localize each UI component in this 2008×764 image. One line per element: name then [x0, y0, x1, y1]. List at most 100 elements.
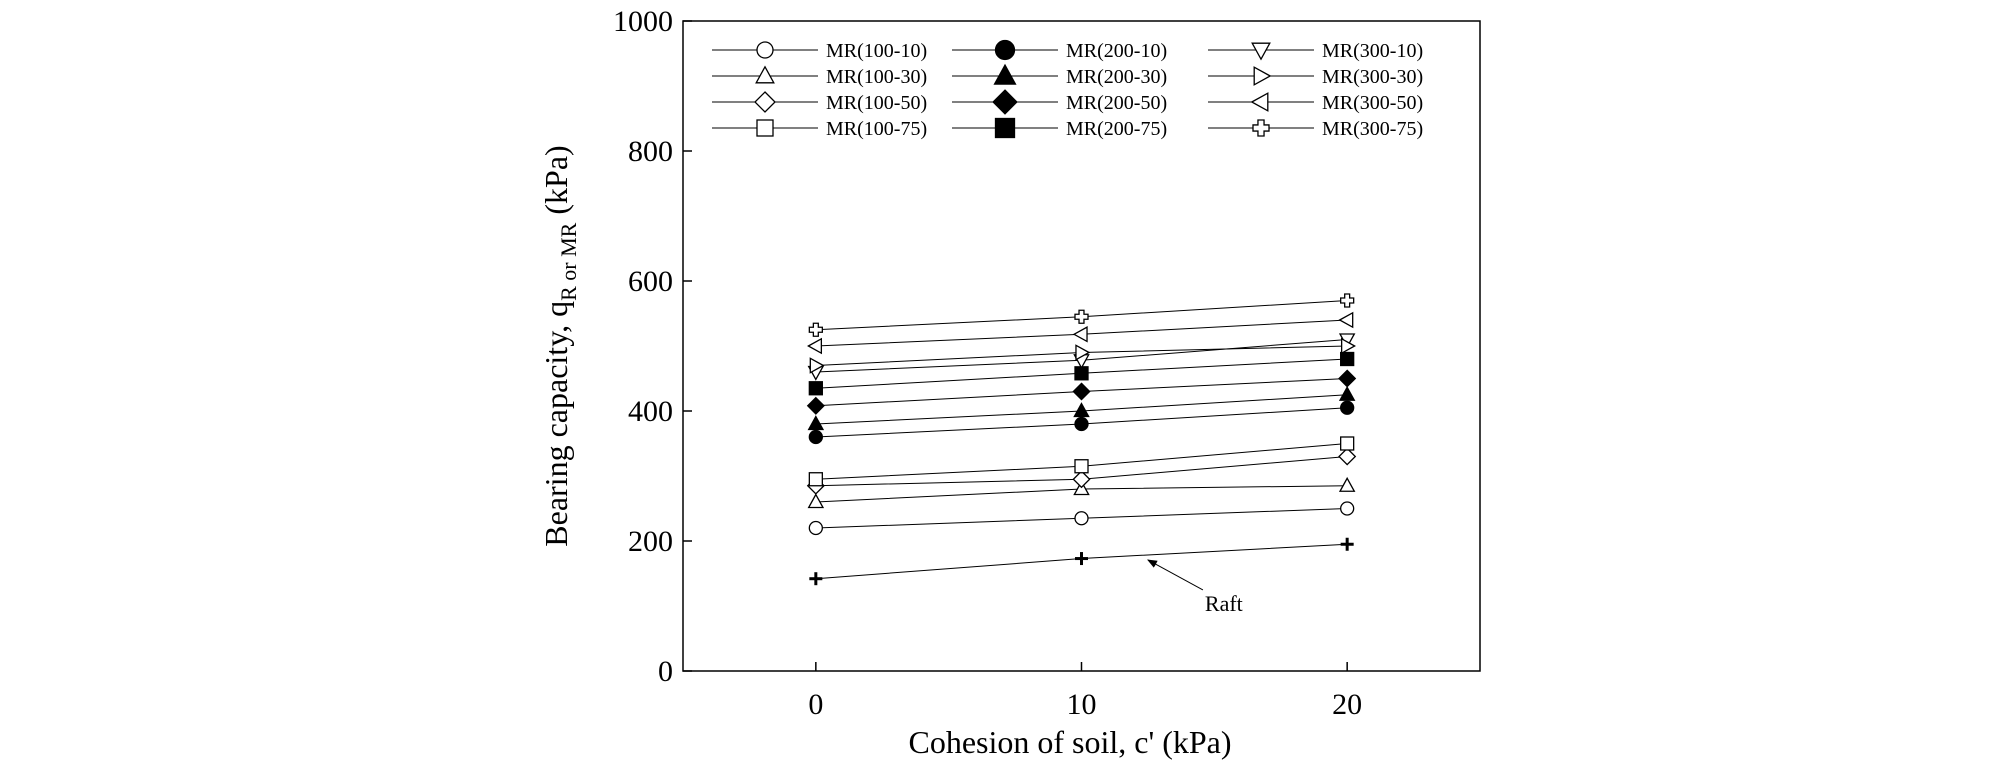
annotation-arrow [1147, 559, 1204, 591]
data-point [1074, 309, 1089, 324]
legend-label: MR(300-10) [1322, 40, 1423, 62]
legend-label: MR(300-30) [1322, 66, 1423, 88]
legend-label: MR(300-50) [1322, 92, 1423, 114]
y-axis-label-subscript: R or MR [556, 222, 581, 301]
data-point [1072, 382, 1091, 401]
legend-entry: MR(200-75) [952, 117, 1167, 140]
data-point [808, 472, 823, 487]
ticks: 0 200 400 600 800 1000 0 10 20 [613, 5, 1362, 721]
data-point [809, 357, 825, 374]
data-point [1340, 501, 1355, 516]
data-point [808, 429, 823, 445]
data-point [1074, 416, 1089, 432]
legend-marker [756, 119, 774, 137]
legend-label: MR(100-50) [826, 92, 927, 114]
legend: MR(100-10) MR(100-30) MR(100-50) MR(100-75)… [712, 39, 1423, 140]
data-point [1075, 344, 1091, 361]
legend-label: MR(200-30) [1066, 66, 1167, 88]
y-tick-label: 600 [628, 265, 673, 298]
legend-label: MR(300-75) [1322, 118, 1423, 140]
legend-label: MR(100-10) [826, 40, 927, 62]
legend-label: MR(100-75) [826, 118, 927, 140]
legend-entry: MR(100-50) [712, 91, 927, 114]
data-point [1072, 326, 1088, 343]
legend-entry: MR(300-10) [1208, 40, 1423, 62]
y-tick-label: 800 [628, 135, 673, 168]
legend-label: MR(100-30) [826, 66, 927, 88]
legend-marker [1250, 92, 1269, 112]
data-point [806, 396, 825, 415]
legend-marker [993, 63, 1017, 85]
data-point [807, 493, 825, 509]
data-point [808, 322, 823, 337]
legend-entry: MR(200-10) [952, 39, 1167, 62]
data-point [1072, 470, 1091, 489]
series-layer [806, 293, 1357, 586]
legend-entry: MR(200-30) [952, 63, 1167, 88]
legend-entry: MR(300-50) [1208, 92, 1423, 114]
x-tick-label: 0 [808, 688, 823, 721]
legend-marker [1252, 119, 1270, 137]
legend-label: MR(200-10) [1066, 40, 1167, 62]
x-tick-label: 20 [1332, 688, 1362, 721]
y-axis-label-main: Bearing capacity, q [538, 301, 574, 547]
legend-entry: MR(300-75) [1208, 118, 1423, 140]
legend-entry: MR(300-30) [1208, 66, 1423, 88]
data-point [808, 520, 823, 536]
legend-label: MR(200-75) [1066, 118, 1167, 140]
legend-marker [1253, 66, 1272, 86]
data-point [1338, 447, 1357, 466]
data-point [1340, 436, 1355, 451]
data-point [1075, 552, 1088, 566]
series-6 [806, 369, 1357, 415]
x-axis-label: Cohesion of soil, c' (kPa) [908, 724, 1231, 760]
data-point [807, 415, 825, 431]
series-9 [809, 337, 1356, 374]
y-tick-label: 200 [628, 525, 673, 558]
data-point [1338, 369, 1357, 388]
legend-entry: MR(200-50) [952, 89, 1167, 115]
y-tick-label: 0 [658, 655, 673, 688]
series-10 [807, 311, 1354, 355]
data-point [1338, 476, 1356, 492]
legend-marker [1251, 42, 1271, 61]
annotations: Raft [1147, 559, 1243, 616]
legend-entry: MR(100-10) [712, 40, 927, 62]
data-point [1074, 511, 1089, 526]
legend-entry: MR(100-75) [712, 118, 927, 140]
series-7 [808, 351, 1355, 396]
data-point [1338, 385, 1356, 401]
legend-marker [754, 91, 776, 113]
data-point [1340, 337, 1356, 355]
annotation-raft: Raft [1205, 591, 1243, 616]
legend-marker [992, 89, 1018, 115]
series-3 [808, 436, 1355, 487]
series-4 [808, 400, 1355, 445]
series-1 [807, 476, 1356, 509]
data-point [808, 381, 823, 396]
series-5 [807, 385, 1356, 431]
y-axis-label: Bearing capacity, qR or MR (kPa) [538, 145, 581, 546]
data-point [1074, 459, 1089, 474]
legend-label: MR(200-50) [1066, 92, 1167, 114]
data-point [809, 572, 823, 586]
y-tick-label: 400 [628, 395, 673, 428]
data-point [1340, 293, 1355, 308]
series-11 [808, 293, 1355, 337]
data-point [1338, 311, 1354, 329]
data-point [1340, 351, 1355, 367]
y-axis-label-unit: (kPa) [538, 145, 574, 222]
legend-marker [994, 117, 1016, 139]
legend-marker [755, 65, 775, 84]
legend-entry: MR(100-30) [712, 65, 927, 88]
data-point [807, 337, 823, 355]
y-tick-label: 1000 [613, 5, 673, 38]
x-tick-label: 10 [1067, 688, 1097, 721]
data-point [1073, 402, 1090, 418]
legend-marker [994, 39, 1016, 61]
series-12 [809, 537, 1354, 586]
legend-marker [756, 41, 774, 59]
data-point [1340, 400, 1355, 415]
series-0 [808, 501, 1355, 536]
